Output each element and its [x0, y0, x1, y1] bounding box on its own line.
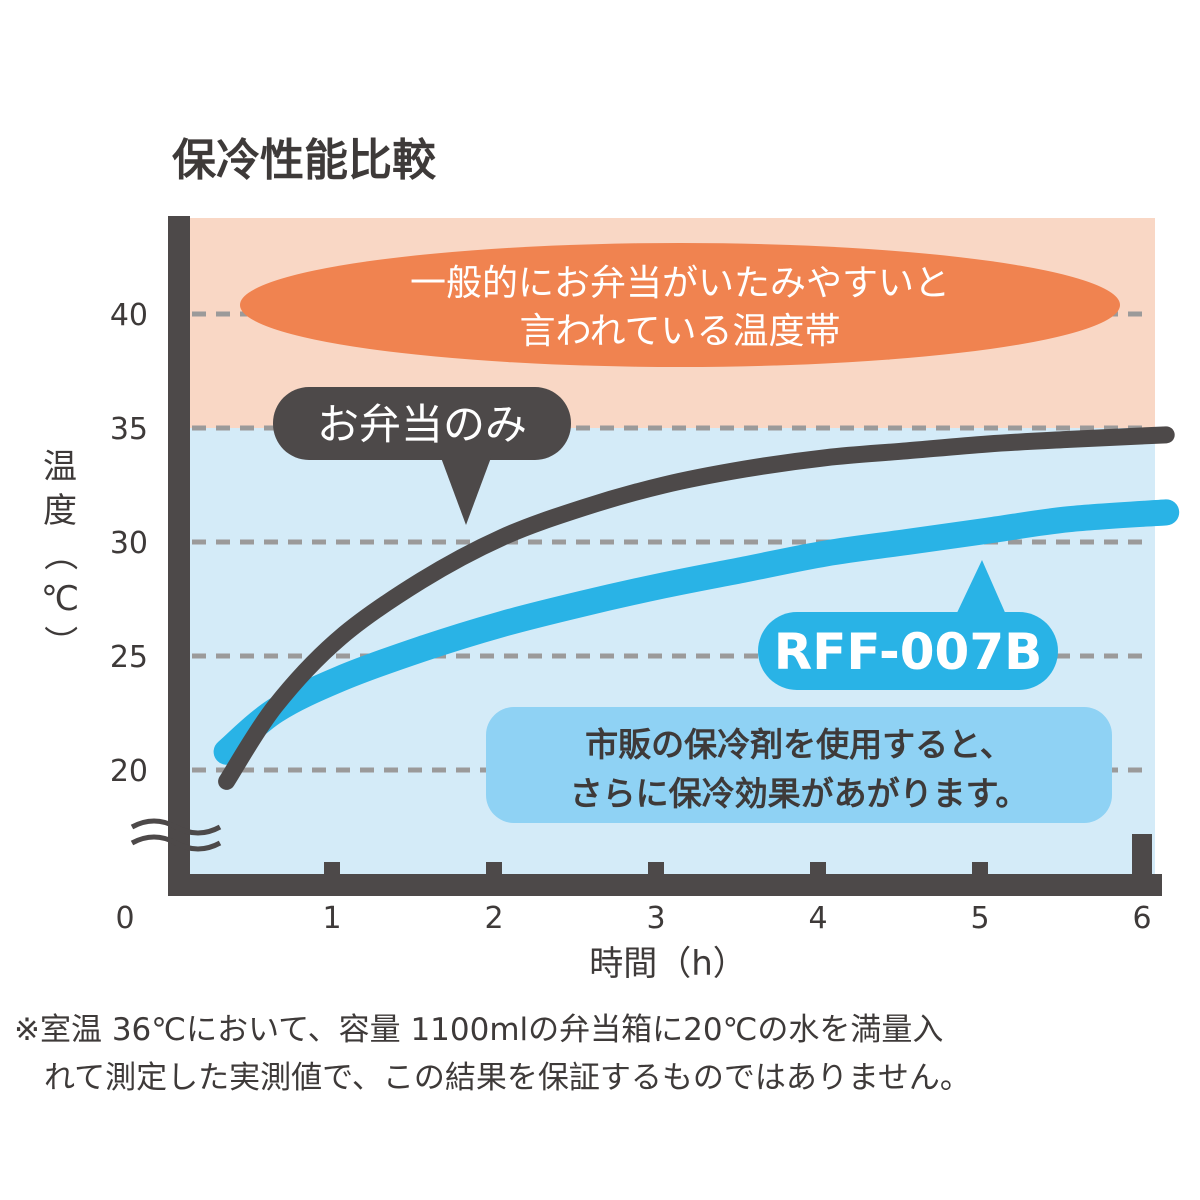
- y-axis-title-char: ℃: [41, 579, 79, 619]
- x-axis-tick-labels: 0 1 2 3 4 5 6: [115, 901, 1151, 936]
- axis-break-symbol: [130, 818, 222, 836]
- y-axis-title-char: 度: [43, 491, 77, 531]
- y-axis-tick-labels: 20 25 30 35 40: [110, 298, 148, 789]
- y-tick-label-30: 30: [110, 526, 148, 561]
- y-axis-title-char: （: [39, 537, 79, 571]
- y-tick-label-25: 25: [110, 640, 148, 675]
- callout-bento-only-label: お弁当のみ: [317, 400, 527, 449]
- y-tick-label-20: 20: [110, 754, 148, 789]
- x-tick-mark-3: [648, 862, 664, 874]
- footnote-line1: ※室温 36℃において、容量 1100mlの弁当箱に20℃の水を満量入: [14, 1012, 943, 1048]
- danger-zone-ellipse: [240, 243, 1120, 367]
- danger-zone-line2: 言われている温度帯: [519, 311, 840, 352]
- x-tick-label-4: 4: [808, 901, 827, 936]
- x-tick-label-1: 1: [322, 901, 341, 936]
- x-tick-label-6: 6: [1132, 901, 1151, 936]
- series-line-bento-only: [218, 426, 1175, 790]
- x-axis-tick-marks: [324, 834, 1152, 874]
- ice-pack-note-line1: 市販の保冷剤を使用すると、: [585, 725, 1013, 764]
- y-tick-label-35: 35: [110, 412, 148, 447]
- ice-pack-note-line2: さらに保冷効果があがります。: [570, 774, 1029, 813]
- callout-product-pointer: [955, 560, 1007, 617]
- x-tick-label-0: 0: [115, 901, 134, 936]
- x-tick-mark-1: [324, 862, 340, 874]
- x-tick-mark-6: [1132, 834, 1152, 874]
- x-tick-mark-5: [972, 862, 988, 874]
- callout-product-label: RFF-007B: [774, 623, 1043, 681]
- callout-bento-only-pointer: [440, 455, 492, 525]
- y-axis-title: 温度 （ ℃ ）: [39, 447, 79, 659]
- x-tick-label-2: 2: [484, 901, 503, 936]
- x-axis-line: [168, 874, 1162, 896]
- axis-break-symbol-lower: [130, 834, 222, 852]
- ice-pack-note-box: [486, 707, 1112, 823]
- y-axis-title-char: ）: [39, 625, 79, 659]
- x-tick-mark-2: [486, 862, 502, 874]
- y-tick-label-40: 40: [110, 298, 148, 333]
- series-lines: [213, 426, 1180, 790]
- x-axis-title: 時間（h）: [589, 944, 747, 984]
- callout-bento-only: お弁当のみ: [273, 387, 571, 525]
- callout-bento-only-bubble: [273, 387, 571, 460]
- y-axis-line: [168, 216, 190, 896]
- y-axis-title-char: 温: [43, 447, 77, 487]
- footnote-line2: れて測定した実測値で、この結果を保証するものではありません。: [44, 1060, 971, 1096]
- x-tick-label-5: 5: [970, 901, 989, 936]
- x-tick-mark-4: [810, 862, 826, 874]
- chart-title: 保冷性能比較: [172, 135, 437, 186]
- callout-product: RFF-007B: [758, 560, 1058, 690]
- callout-product-bubble: [758, 612, 1058, 690]
- danger-zone-line1: 一般的にお弁当がいたみやすいと: [410, 263, 950, 304]
- series-line-rff-007b: [213, 499, 1180, 765]
- x-tick-label-3: 3: [646, 901, 665, 936]
